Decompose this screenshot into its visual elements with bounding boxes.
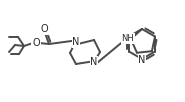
Text: O: O [32, 38, 40, 48]
Text: O: O [40, 24, 48, 34]
Text: N: N [138, 55, 146, 65]
Text: NH: NH [122, 34, 134, 43]
Text: N: N [72, 37, 80, 47]
Text: N: N [90, 57, 98, 67]
